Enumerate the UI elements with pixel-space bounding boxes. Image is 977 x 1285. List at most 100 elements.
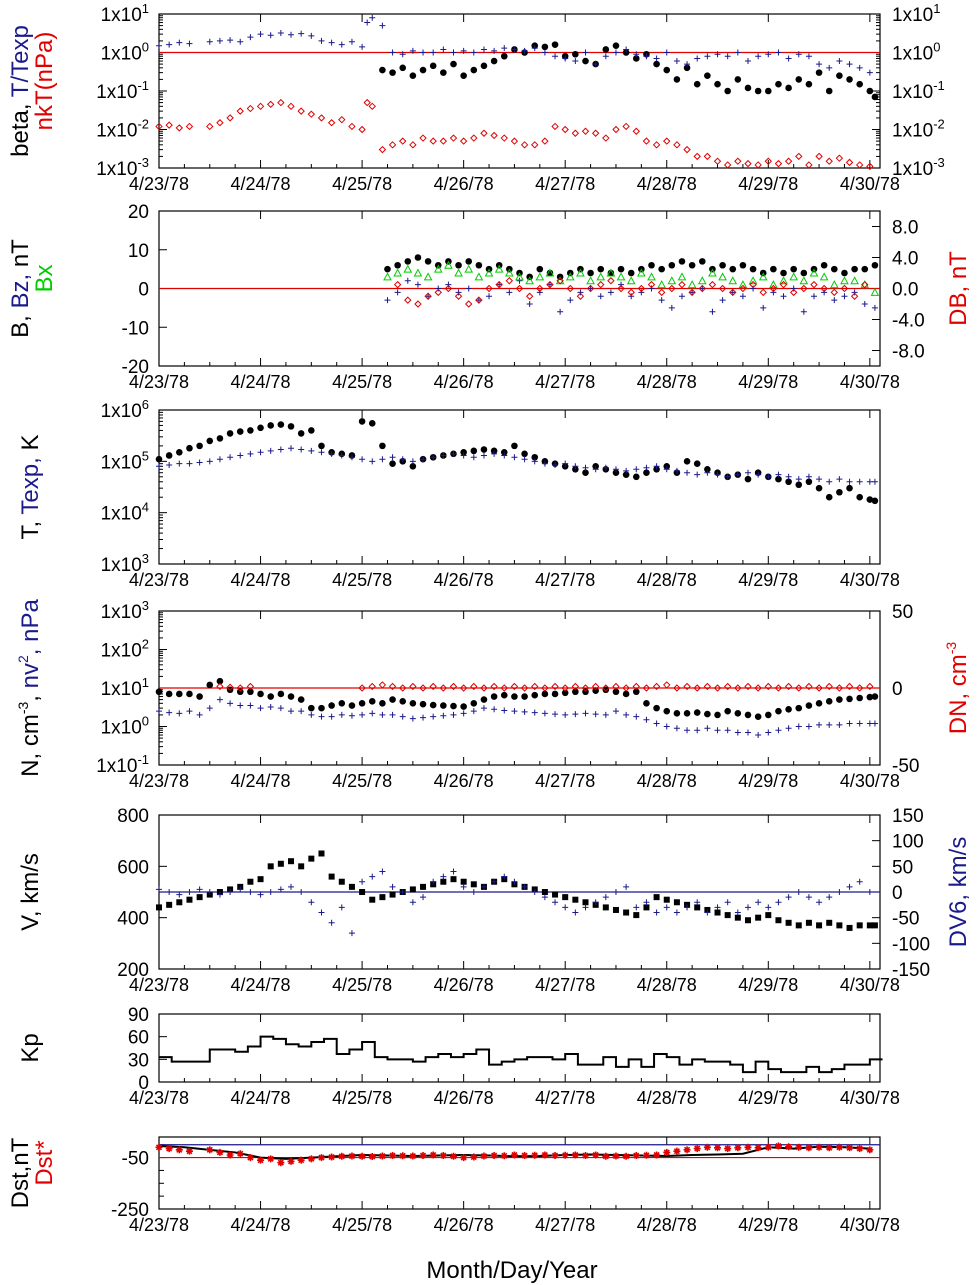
data-point-Bz [546, 281, 553, 288]
data-point-Bz [668, 304, 675, 311]
data-point-Bz [435, 285, 442, 292]
data-point-T [511, 442, 518, 450]
y-tick-base: 1x10 [101, 602, 142, 623]
x-tick-label: 4/23/78 [129, 174, 189, 194]
data-point-Texp [267, 447, 274, 454]
data-point-V [156, 904, 162, 911]
data-point-Dst* [378, 1152, 386, 1160]
data-point-Dst* [724, 1145, 732, 1153]
data-point-ratio [186, 40, 193, 47]
data-point-Texp [328, 450, 335, 457]
data-point-Bz [719, 297, 726, 304]
data-point-Dst* [257, 1156, 265, 1164]
y-axis-label-part: B, [7, 309, 34, 338]
data-point-nkT [531, 141, 539, 149]
data-point-DV6 [552, 899, 559, 906]
data-point-Bx [383, 272, 392, 281]
data-point-DV6 [369, 873, 376, 880]
data-point-ratio [277, 30, 284, 37]
data-point-ratio [602, 53, 609, 60]
data-point-DB [576, 292, 585, 300]
data-point-nv2 [440, 712, 447, 719]
data-point-V [582, 899, 589, 906]
data-point-T [856, 493, 863, 501]
data-point-Bz [475, 297, 482, 304]
data-point-DV6 [420, 894, 427, 901]
data-point-Bx [687, 280, 697, 289]
data-point-DV6 [237, 886, 244, 893]
x-tick-label: 4/23/78 [129, 372, 189, 392]
data-point-V [805, 919, 812, 926]
data-point-DB [657, 288, 666, 297]
data-point-Texp [237, 452, 244, 459]
data-point-N [653, 704, 660, 712]
data-point-Bx [484, 268, 494, 277]
data-point-Bx [494, 264, 504, 273]
data-point-V [288, 858, 295, 865]
data-point-Dst* [521, 1152, 529, 1160]
series-line-Kp [159, 1035, 883, 1074]
data-point-Bx [616, 272, 626, 281]
data-point-V [267, 863, 274, 870]
data-point-nv2 [176, 710, 183, 717]
data-point-N [267, 693, 275, 700]
data-point-V [176, 899, 183, 906]
data-point-nv2 [755, 732, 762, 739]
data-point-DB [820, 284, 828, 293]
data-point-Texp [399, 456, 406, 463]
data-point-DV6 [531, 889, 538, 895]
y-tick-exponent: -2 [137, 117, 149, 132]
data-point-Texp [308, 447, 315, 454]
data-point-DB [789, 288, 798, 297]
data-point-DN [551, 682, 559, 691]
data-point-N [409, 700, 417, 707]
data-point-DN [663, 681, 671, 689]
data-point-B [414, 254, 422, 261]
data-point-DB [698, 284, 706, 293]
data-point-Dst* [470, 1153, 478, 1161]
data-point-V [298, 863, 305, 870]
data-point-DV6 [338, 904, 345, 911]
right-y-tick-label: -100 [892, 934, 930, 955]
data-point-B [851, 265, 858, 273]
data-point-Texp [521, 456, 528, 463]
data-point-Texp [775, 471, 782, 478]
data-point-Dst* [358, 1152, 366, 1160]
data-point-Bx [444, 260, 453, 269]
y-axis-label-part: nT [7, 239, 34, 267]
data-point-Dst* [297, 1156, 305, 1164]
data-point-Dst* [592, 1151, 600, 1159]
data-point-B [404, 258, 412, 265]
data-point-Bz [689, 289, 696, 296]
data-point-Dst* [612, 1152, 620, 1160]
data-point-Dst* [571, 1151, 579, 1159]
x-tick-label: 4/29/78 [738, 975, 798, 995]
data-point-V [816, 922, 823, 929]
data-point-B [739, 261, 747, 269]
y-tick-label: 200 [117, 960, 149, 981]
y-tick-base: 1x10 [101, 452, 142, 473]
y-tick-base: 1x10 [892, 159, 933, 180]
data-point-N [196, 693, 203, 700]
data-point-V [562, 894, 569, 901]
data-point-DV6 [318, 909, 325, 916]
data-point-DN [541, 684, 549, 692]
data-point-V [420, 883, 427, 890]
data-point-N [724, 707, 731, 715]
data-point-Dst* [317, 1154, 325, 1162]
y-axis-label-part: -3 [943, 642, 959, 655]
data-point-DV6 [744, 904, 751, 911]
data-point-Texp [704, 469, 711, 476]
data-point-ratio [399, 51, 406, 58]
data-point-DN [561, 684, 569, 692]
data-point-nv2 [785, 725, 792, 732]
data-point-ratio [673, 58, 680, 65]
data-point-nv2 [871, 720, 878, 727]
data-point-N [795, 704, 803, 712]
data-point-nv2 [623, 711, 630, 718]
data-point-Dst* [368, 1153, 376, 1161]
data-point-beta [836, 72, 843, 79]
data-point-ratio [755, 53, 762, 60]
y-axis-label: Dst* [31, 1140, 58, 1185]
right-y-tick-label: 0 [892, 679, 903, 700]
